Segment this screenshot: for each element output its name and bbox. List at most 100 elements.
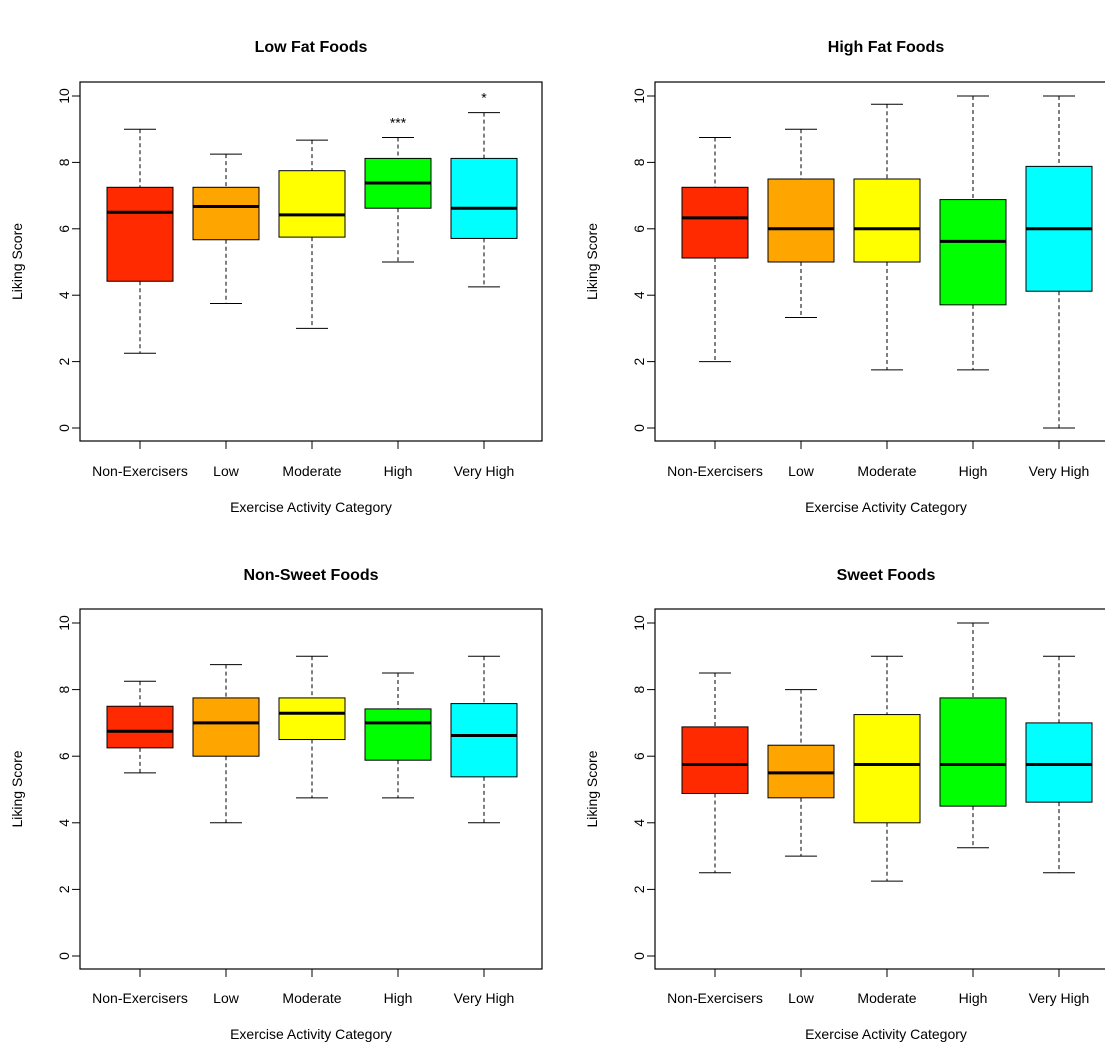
box-very-high [1025,655,1093,874]
box-high [939,95,1007,371]
panel-title: High Fat Foods [828,39,945,56]
box-very-high [1025,95,1093,429]
box-high [364,672,432,799]
x-tick-label: High [959,463,988,479]
x-tick-label: Very High [1029,990,1090,1006]
iqr-box [192,697,260,757]
y-tick-label: 0 [631,952,647,960]
plot-frame [79,608,543,970]
y-axis-label: Liking Score [584,750,600,827]
iqr-box [450,703,518,778]
x-tick-label: Very High [1029,463,1090,479]
y-tick-label: 4 [56,291,72,299]
y-tick-label: 2 [56,357,72,365]
plot-frame [79,81,543,442]
iqr-box [681,186,749,259]
x-tick-label: Very High [454,463,515,479]
x-tick-label: Low [788,990,815,1006]
panel-1: Low Fat Foods 0 2 4 6 8 10 Liking Score Non-Exer… [9,39,543,515]
y-tick-label: 0 [631,424,647,432]
panel-3: Non-Sweet Foods 0 2 4 6 8 10 Liking Score Non-Ex… [9,567,543,1042]
y-axis-label: Liking Score [9,223,25,300]
x-tick-label: Low [788,463,815,479]
iqr-box [853,178,921,263]
x-tick-label: Low [213,463,240,479]
box-moderate [278,139,346,329]
y-tick-label: 2 [631,357,647,365]
y-tick-label: 6 [56,752,72,760]
x-tick-label: Non-Exercisers [92,463,188,479]
x-tick-label: High [384,990,413,1006]
x-tick-label: Non-Exercisers [92,990,188,1006]
y-tick-label: 2 [631,885,647,893]
box-low [192,153,260,304]
box-very-high [450,655,518,824]
box-moderate [853,655,921,882]
box-very-high [450,112,518,288]
y-tick-label: 4 [631,819,647,827]
x-axis-label: Exercise Activity Category [230,1026,392,1042]
y-tick-label: 10 [56,615,72,631]
iqr-box [364,708,432,761]
box-high [939,622,1007,849]
iqr-box [450,157,518,239]
y-tick-label: 2 [56,885,72,893]
panel-2: High Fat Foods 0 2 4 6 8 10 Liking Score Non-Exe… [584,39,1105,515]
iqr-box [939,199,1007,306]
iqr-box [1025,722,1093,803]
iqr-box [853,714,921,824]
box-non-exercisers [106,680,174,774]
y-tick-label: 10 [631,615,647,631]
iqr-box [278,170,346,238]
y-tick-label: 8 [56,158,72,166]
iqr-box [106,705,174,749]
box-non-exercisers [681,672,749,874]
y-tick-label: 4 [56,819,72,827]
y-tick-label: 10 [56,88,72,104]
y-tick-label: 10 [631,88,647,104]
x-axis-label: Exercise Activity Category [230,499,392,515]
x-axis-label: Exercise Activity Category [805,499,967,515]
x-tick-label: Low [213,990,240,1006]
y-tick-label: 8 [631,158,647,166]
x-tick-label: Moderate [282,463,341,479]
y-axis-label: Liking Score [9,750,25,827]
iqr-box [939,697,1007,807]
y-tick-label: 4 [631,291,647,299]
panel-title: Non-Sweet Foods [243,567,378,584]
box-high [364,137,432,263]
x-tick-label: Very High [454,990,515,1006]
x-tick-label: Non-Exercisers [667,463,763,479]
box-moderate [278,655,346,799]
box-moderate [853,103,921,371]
x-tick-label: High [959,990,988,1006]
significance-marker: * [481,90,487,106]
iqr-box [192,186,260,241]
box-low [767,689,835,857]
y-tick-label: 6 [631,225,647,233]
box-low [767,128,835,318]
y-tick-label: 8 [631,685,647,693]
y-tick-label: 0 [56,952,72,960]
y-axis-label: Liking Score [584,223,600,300]
panel-title: Low Fat Foods [255,39,368,56]
iqr-box [106,186,174,282]
iqr-box [681,726,749,794]
y-tick-label: 0 [56,424,72,432]
x-tick-label: Moderate [857,463,916,479]
x-tick-label: Non-Exercisers [667,990,763,1006]
x-tick-label: High [384,463,413,479]
y-tick-label: 8 [56,685,72,693]
x-axis-label: Exercise Activity Category [805,1026,967,1042]
significance-marker: *** [390,115,407,131]
iqr-box [767,178,835,263]
box-non-exercisers [681,137,749,363]
panel-title: Sweet Foods [837,567,936,584]
box-low [192,664,260,824]
panel-4: Sweet Foods 0 2 4 6 8 10 Liking Score Non-Exerci… [584,567,1105,1042]
box-non-exercisers [106,128,174,354]
x-tick-label: Moderate [282,990,341,1006]
y-tick-label: 6 [631,752,647,760]
iqr-box [278,697,346,741]
